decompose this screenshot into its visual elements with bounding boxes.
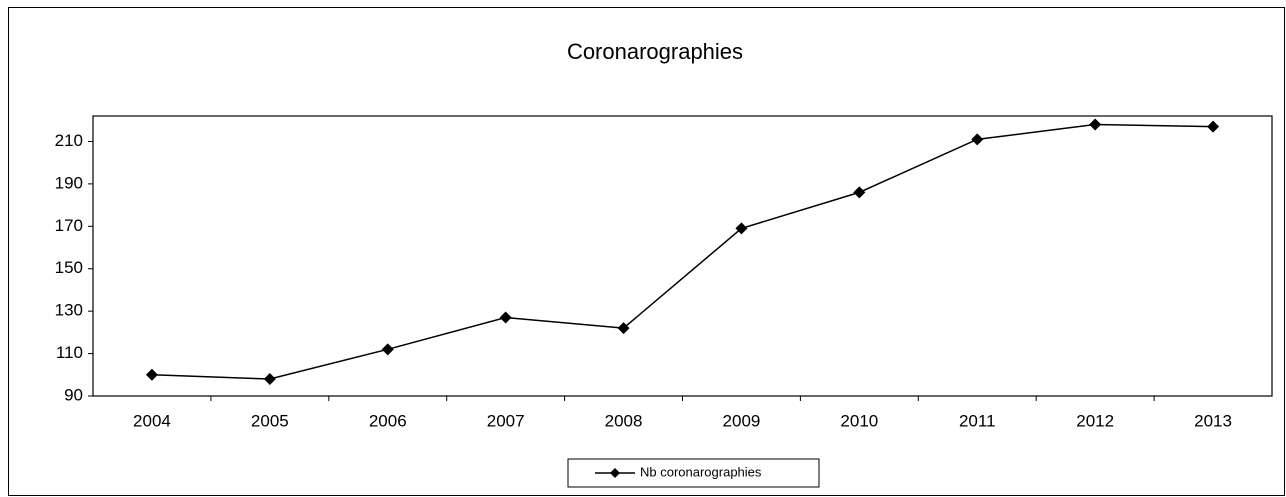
data-marker [381, 343, 394, 356]
chart-title: Coronarographies [567, 39, 743, 64]
data-marker [617, 322, 630, 335]
y-tick-label: 190 [55, 173, 83, 192]
x-tick-label: 2013 [1194, 411, 1232, 430]
x-tick-label: 2010 [840, 411, 878, 430]
data-marker [1089, 118, 1102, 131]
series-line [151, 123, 1214, 380]
x-tick-label: 2008 [605, 411, 643, 430]
legend-label: Nb coronarographies [640, 464, 762, 479]
x-tick-label: 2009 [723, 411, 761, 430]
x-tick-label: 2005 [251, 411, 289, 430]
data-marker [263, 373, 276, 386]
x-tick-label: 2004 [133, 411, 171, 430]
data-marker [853, 186, 866, 199]
x-tick-label: 2007 [487, 411, 525, 430]
data-marker [1207, 120, 1220, 133]
data-marker [971, 133, 984, 146]
y-tick-label: 150 [55, 258, 83, 277]
data-marker [145, 368, 158, 381]
x-tick-label: 2012 [1076, 411, 1114, 430]
chart-border [8, 7, 1285, 496]
y-tick-label: 210 [55, 131, 83, 150]
x-tick-label: 2011 [959, 411, 996, 430]
x-tick-label: 2006 [369, 411, 407, 430]
y-tick-label: 90 [64, 385, 83, 404]
data-marker [499, 311, 512, 324]
data-marker [735, 222, 748, 235]
legend-marker [610, 468, 620, 478]
y-tick-label: 110 [56, 343, 83, 362]
y-tick-label: 170 [55, 216, 83, 235]
y-tick-label: 130 [55, 301, 83, 320]
